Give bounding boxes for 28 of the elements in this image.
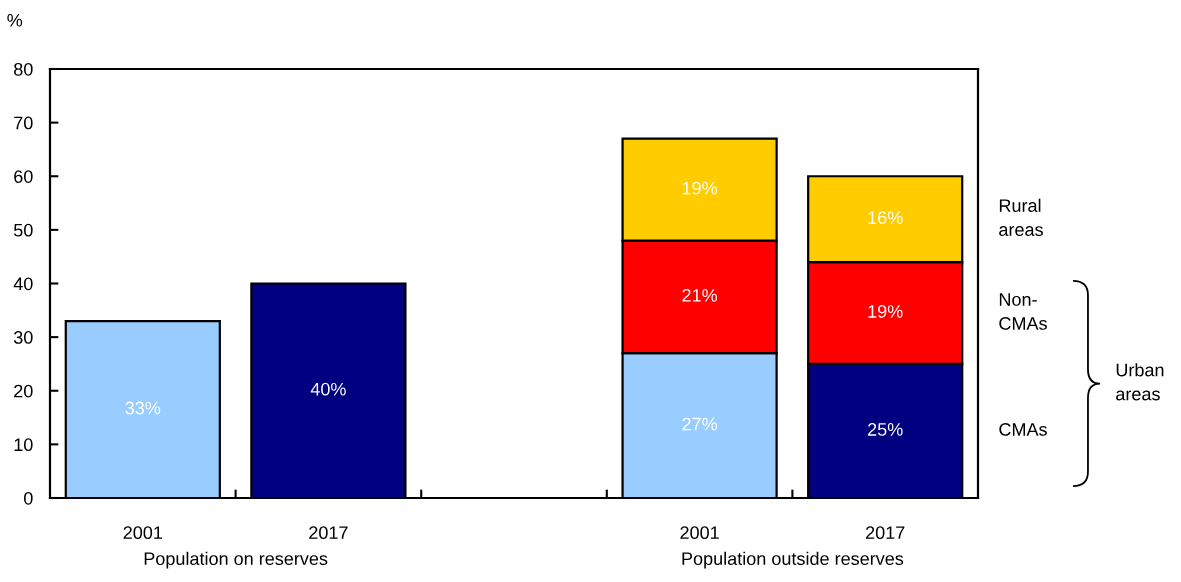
data-label: 25% — [868, 423, 903, 436]
text: Non-CMAs — [999, 293, 1047, 330]
y-tick-label: 0 — [24, 491, 33, 505]
y-tick-label: 10 — [14, 438, 33, 452]
text: Urban areas — [1116, 363, 1164, 401]
data-label: 27% — [682, 417, 718, 431]
data-label: 19% — [868, 305, 903, 318]
y-axis-title: % — [7, 13, 23, 27]
text: CMAs — [999, 423, 1047, 436]
data-label: 21% — [682, 288, 718, 302]
y-tick-label: 80 — [14, 62, 33, 76]
text: Rural areas — [999, 198, 1043, 237]
y-tick-label: 40 — [13, 277, 33, 291]
y-tick-label: 20 — [14, 384, 33, 398]
data-label: 33% — [125, 401, 161, 415]
data-label: 19% — [682, 181, 718, 195]
x-tick-label: 2017 — [866, 526, 905, 540]
y-tick-label: 70 — [14, 116, 33, 130]
data-label: 40% — [310, 382, 346, 396]
x-tick-label: 2001 — [680, 526, 719, 540]
x-tick-label: 2017 — [309, 526, 348, 540]
y-tick-label: 30 — [13, 331, 33, 344]
text: Population outside reserves — [682, 551, 904, 569]
x-tick-label: 2001 — [123, 526, 162, 540]
data-label: 16% — [868, 211, 903, 224]
text: Population on reserves — [144, 551, 328, 569]
y-tick-label: 60 — [14, 170, 33, 183]
y-tick-label: 50 — [13, 223, 33, 237]
